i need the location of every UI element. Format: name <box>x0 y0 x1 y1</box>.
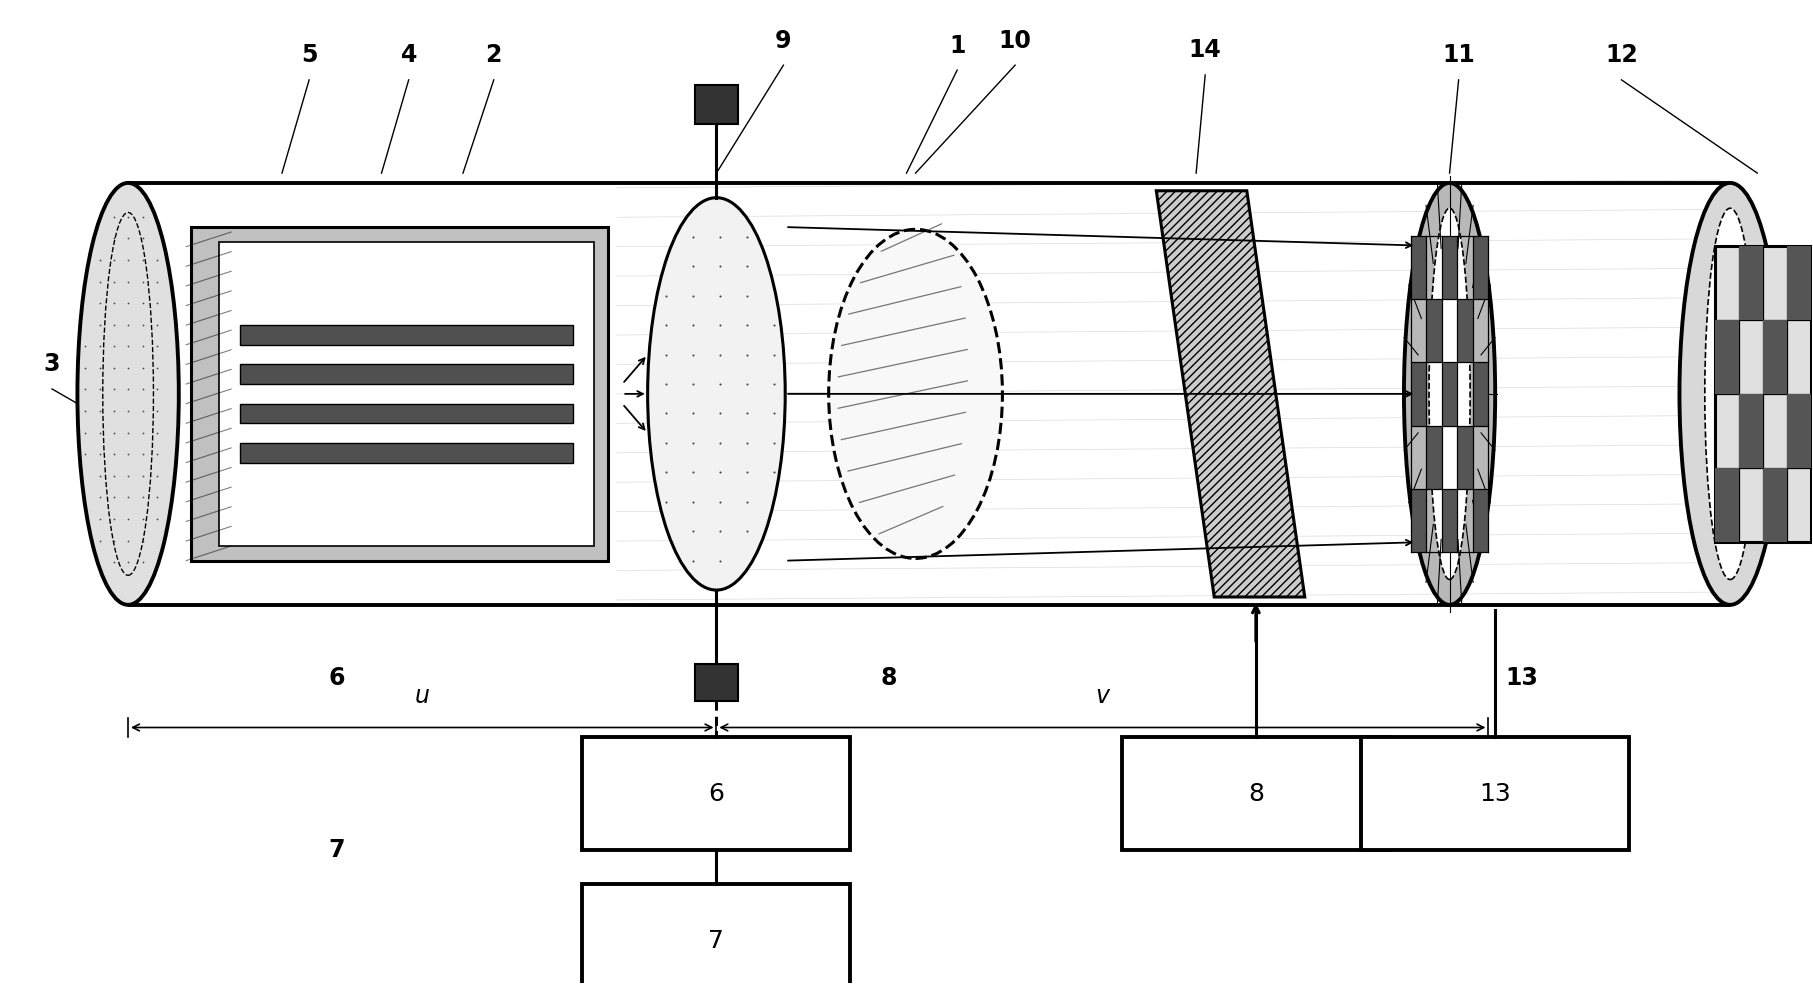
Bar <box>1427 299 1441 362</box>
Text: u: u <box>415 684 430 707</box>
Bar <box>241 443 573 462</box>
Bar <box>1715 246 1811 541</box>
Text: 13: 13 <box>1479 781 1510 806</box>
Bar <box>1739 246 1762 320</box>
Bar <box>219 242 595 546</box>
Text: 12: 12 <box>1605 43 1637 67</box>
Text: 8: 8 <box>879 666 897 691</box>
Bar <box>1472 235 1488 299</box>
Bar <box>694 85 738 124</box>
Text: 13: 13 <box>1505 666 1539 691</box>
Ellipse shape <box>1403 183 1496 605</box>
Text: 4: 4 <box>401 43 417 67</box>
Bar <box>1715 467 1739 541</box>
Bar <box>582 885 850 984</box>
Ellipse shape <box>647 198 785 590</box>
Text: 2: 2 <box>486 43 502 67</box>
Bar <box>1715 320 1739 394</box>
Bar <box>241 364 573 384</box>
Bar <box>1411 235 1427 299</box>
Text: 14: 14 <box>1189 38 1222 62</box>
Bar <box>1427 425 1441 489</box>
Bar <box>694 664 738 701</box>
Bar <box>1122 737 1391 850</box>
Text: 9: 9 <box>776 29 792 52</box>
Text: 3: 3 <box>44 352 60 377</box>
Text: 1: 1 <box>948 33 965 57</box>
Bar <box>1472 489 1488 552</box>
Polygon shape <box>1157 191 1305 597</box>
Ellipse shape <box>78 183 179 605</box>
Bar <box>241 325 573 344</box>
Ellipse shape <box>1679 183 1780 605</box>
Bar <box>1788 394 1811 467</box>
Text: 11: 11 <box>1443 43 1476 67</box>
Bar <box>192 227 607 561</box>
Bar <box>1441 489 1458 552</box>
Bar <box>1739 394 1762 467</box>
Text: 7: 7 <box>328 838 344 862</box>
Bar <box>1458 299 1472 362</box>
Text: 7: 7 <box>709 929 725 953</box>
Bar <box>1762 320 1788 394</box>
Bar <box>1472 362 1488 425</box>
Bar <box>1411 489 1427 552</box>
Text: 10: 10 <box>999 29 1032 52</box>
Text: v: v <box>1095 684 1110 707</box>
Bar <box>1458 425 1472 489</box>
Bar <box>1788 246 1811 320</box>
Bar <box>1411 362 1427 425</box>
Text: 8: 8 <box>1247 781 1264 806</box>
Ellipse shape <box>1704 209 1755 580</box>
Text: 6: 6 <box>709 781 725 806</box>
Ellipse shape <box>829 229 1003 559</box>
Bar <box>241 403 573 423</box>
Text: 5: 5 <box>301 43 317 67</box>
Bar <box>582 737 850 850</box>
Bar <box>1441 362 1458 425</box>
Text: 6: 6 <box>328 666 344 691</box>
Ellipse shape <box>1429 209 1470 580</box>
Bar <box>1362 737 1628 850</box>
Bar <box>1441 235 1458 299</box>
Bar <box>1762 467 1788 541</box>
